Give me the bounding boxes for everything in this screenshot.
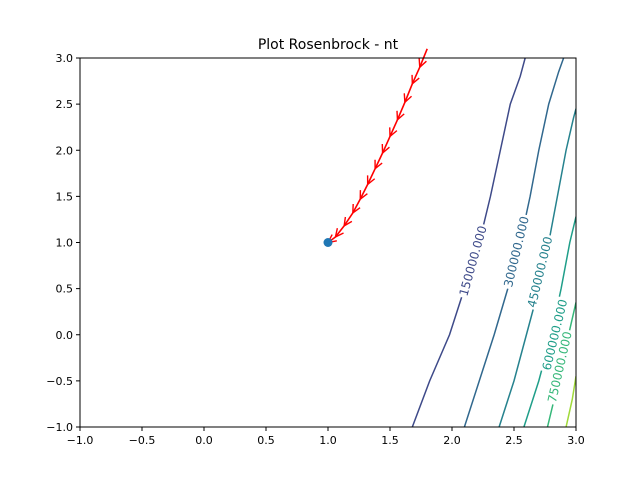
x-tick-label: −1.0 (67, 434, 94, 447)
path-step-arrow (374, 152, 384, 170)
x-tick-label: 0.5 (257, 434, 275, 447)
contour-label-gap (538, 295, 572, 374)
x-tick-label: 0.0 (195, 434, 213, 447)
path-step-arrow (352, 198, 361, 214)
path-step-arrow (366, 168, 376, 185)
contour-label: 150000.000 (456, 224, 489, 298)
y-tick-label: −1.0 (46, 421, 73, 434)
contour-label-gap (543, 328, 577, 406)
y-tick-label: 1.5 (56, 190, 74, 203)
x-tick-label: 2.5 (505, 434, 523, 447)
path-step-arrow (396, 101, 406, 121)
path-step-arrow (343, 212, 354, 227)
x-tick-label: 1.0 (319, 434, 337, 447)
contour-line (411, 58, 526, 427)
optimization-path (326, 66, 421, 244)
y-tick-label: 2.5 (56, 98, 74, 111)
contour-label: 450000.000 (525, 235, 556, 309)
path-step-arrow (359, 184, 369, 200)
y-tick-label: 3.0 (56, 52, 74, 65)
path-step-arrow (381, 136, 391, 154)
chart-title: Plot Rosenbrock - nt (258, 37, 399, 53)
contour-line (565, 376, 576, 427)
contour-label-gap (455, 222, 492, 300)
y-axis-ticks: −1.0 −0.5 0.0 0.5 1.0 1.5 2.0 2.5 3.0 (46, 52, 80, 434)
path-step-arrow (404, 83, 414, 103)
path-step-arrow (411, 66, 421, 85)
contour-label-gap (499, 212, 534, 291)
x-tick-label: 3.0 (567, 434, 585, 447)
path-step-arrow (389, 119, 399, 137)
y-tick-label: 1.0 (56, 237, 74, 250)
y-tick-label: −0.5 (46, 375, 73, 388)
path-step-arrow (334, 225, 345, 238)
y-tick-label: 2.0 (56, 144, 74, 157)
y-tick-label: 0.5 (56, 283, 74, 296)
x-tick-label: 1.5 (381, 434, 399, 447)
path-arrowhead (418, 58, 427, 69)
x-axis-ticks: −1.0 −0.5 0.0 0.5 1.0 1.5 2.0 2.5 3.0 (67, 427, 585, 447)
x-tick-label: −0.5 (129, 434, 156, 447)
minimum-point (323, 238, 333, 247)
minimum-marker-layer (323, 238, 333, 247)
contour-label-gap (523, 233, 557, 311)
y-tick-label: 0.0 (56, 329, 74, 342)
x-tick-label: 2.0 (443, 434, 461, 447)
contour-label: 300000.000 (501, 215, 532, 289)
